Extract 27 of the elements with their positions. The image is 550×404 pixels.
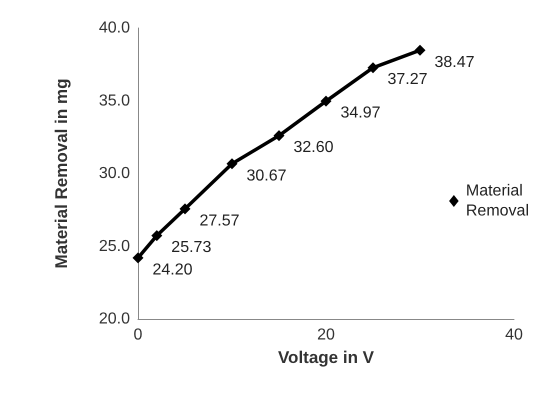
point (226, 158, 238, 170)
point (274, 130, 284, 142)
data-label: 37.27 (388, 71, 428, 88)
y-tick-label: 20.0 (98, 310, 130, 328)
y-tick-label: 25.0 (98, 238, 130, 255)
data-label: 32.60 (294, 139, 334, 156)
y-tick-label: 40.0 (98, 20, 130, 36)
point (132, 252, 144, 264)
x-tick-label: 40 (505, 326, 523, 344)
data-label: 34.97 (340, 104, 381, 122)
point (180, 203, 190, 214)
legend-label: Material Removal (466, 182, 530, 220)
point (151, 230, 162, 242)
y-axis-title: Material Removal in mg (52, 78, 71, 268)
x-tick-label: 0 (134, 326, 143, 344)
data-label: 27.57 (200, 212, 240, 230)
data-label: 24.20 (152, 261, 193, 278)
x-axis-title: Voltage in V (278, 348, 375, 367)
y-tick-label: 35.0 (98, 92, 130, 110)
point (320, 96, 332, 107)
data-label: 38.47 (434, 54, 475, 71)
data-label: 25.73 (171, 239, 212, 256)
data-label: 30.67 (246, 167, 287, 184)
y-tick-label: 30.0 (98, 165, 130, 182)
point (414, 44, 426, 56)
point (368, 62, 378, 74)
x-tick-label: 20 (317, 326, 335, 344)
